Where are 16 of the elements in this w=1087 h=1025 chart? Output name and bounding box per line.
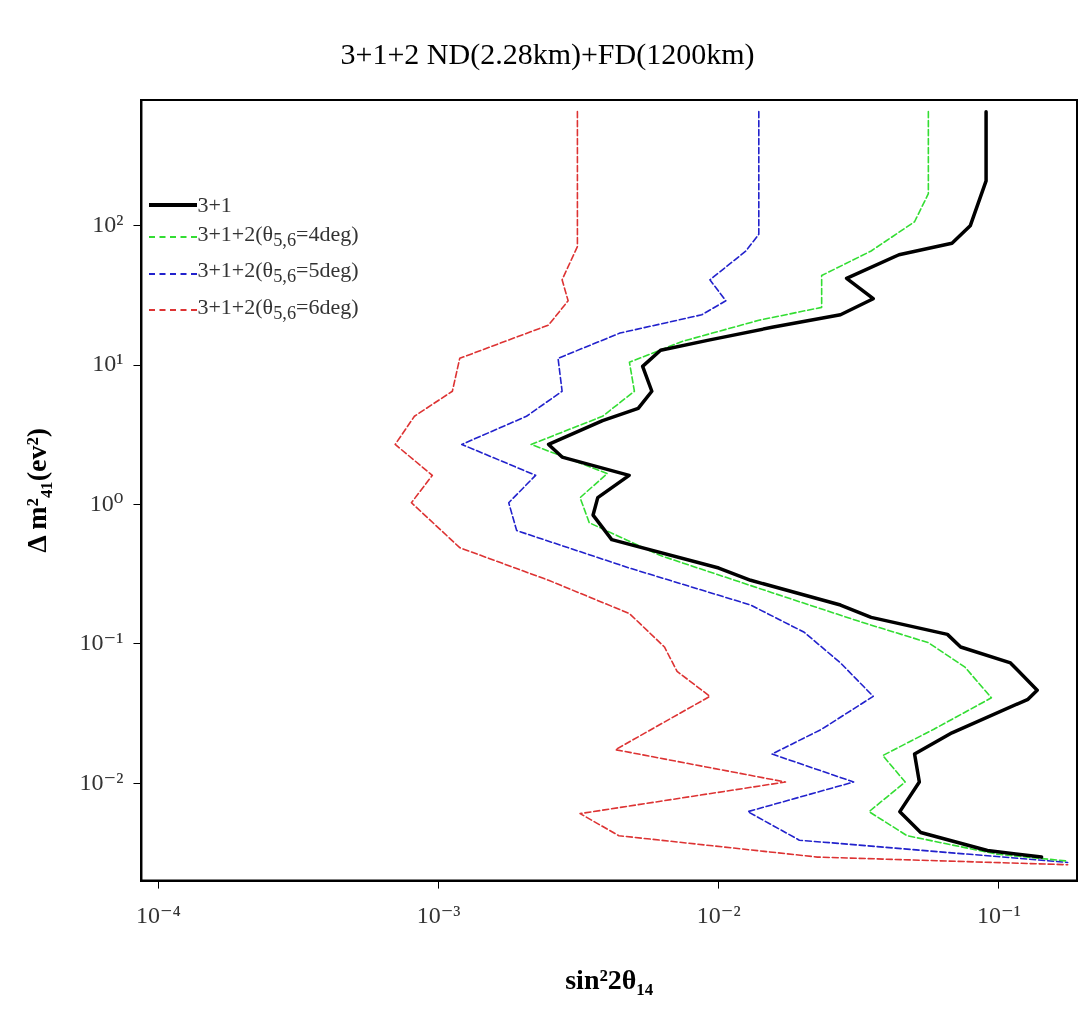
x-tick-label: 10⁻² bbox=[696, 902, 741, 929]
y-tick-label: 10¹ bbox=[92, 350, 124, 377]
legend-label: 3+1 bbox=[197, 191, 232, 219]
x-tick-label: 10⁻¹ bbox=[976, 902, 1021, 929]
x-axis-title: sin²2θ₁₄ bbox=[565, 964, 654, 996]
y-tick-label: 10⁻¹ bbox=[79, 629, 124, 656]
legend-label: 3+1+2(θ$_{5,6}$=6deg) bbox=[197, 292, 359, 326]
chart-title: 3+1+2 ND(2.28km)+FD(1200km) bbox=[340, 36, 755, 71]
x-tick-label: 10⁻³ bbox=[416, 902, 461, 929]
x-tick-label: 10⁻⁴ bbox=[135, 902, 181, 929]
legend-label: 3+1+2(θ$_{5,6}$=4deg) bbox=[197, 220, 359, 253]
y-tick-label: 10⁰ bbox=[89, 489, 124, 516]
legend-label: 3+1+2(θ$_{5,6}$=5deg) bbox=[197, 256, 359, 289]
y-axis-title: Δ m²₄₁(ev²) bbox=[21, 427, 53, 553]
y-tick-label: 10⁻² bbox=[79, 768, 124, 795]
y-tick-label: 10² bbox=[92, 211, 124, 238]
